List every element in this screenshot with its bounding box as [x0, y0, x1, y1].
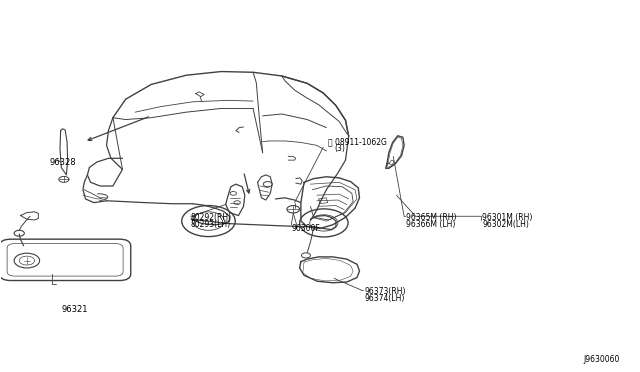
- Text: 96300F: 96300F: [291, 224, 320, 233]
- Text: 80292(RH): 80292(RH): [191, 213, 232, 222]
- Text: 96365M (RH): 96365M (RH): [406, 213, 456, 222]
- Text: J9630060: J9630060: [583, 355, 620, 364]
- Text: (3): (3): [334, 144, 345, 153]
- Text: 96302M(LH): 96302M(LH): [483, 220, 529, 229]
- Text: 96374(LH): 96374(LH): [365, 294, 405, 303]
- Text: 96373(RH): 96373(RH): [365, 287, 406, 296]
- Text: 96366M (LH): 96366M (LH): [406, 220, 456, 229]
- Text: 96321: 96321: [61, 305, 88, 314]
- Text: 80293(LH): 80293(LH): [191, 220, 231, 229]
- Text: Ⓝ 08911-1062G: Ⓝ 08911-1062G: [328, 137, 387, 146]
- Text: 96301M (RH): 96301M (RH): [483, 213, 533, 222]
- Text: 96328: 96328: [49, 157, 76, 167]
